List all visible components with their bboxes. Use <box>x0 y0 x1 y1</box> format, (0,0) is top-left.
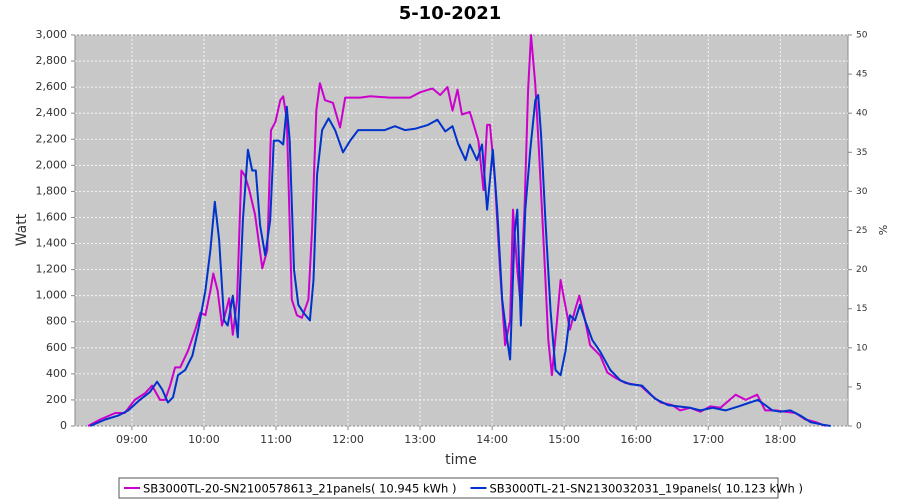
y-axis-label: Watt <box>14 213 30 246</box>
legend <box>118 477 779 499</box>
y2-axis-label: % <box>876 225 889 235</box>
y-tick-label: 200 <box>46 393 67 406</box>
legend-label: SB3000TL-20-SN2100578613_21panels( 10.94… <box>143 482 456 496</box>
y2-tick-label: 25 <box>856 226 867 236</box>
y2-tick-label: 50 <box>856 31 868 41</box>
y-tick-label: 1,400 <box>36 237 68 250</box>
y-tick-label: 1,800 <box>36 184 68 197</box>
chart-title: 5-10-2021 <box>399 3 502 24</box>
y-tick-label: 600 <box>46 341 67 354</box>
y-tick-label: 0 <box>60 419 67 432</box>
y2-tick-label: 0 <box>856 422 862 432</box>
y2-tick-label: 45 <box>856 70 867 80</box>
legend-label: SB3000TL-21-SN2130032031_19panels( 10.12… <box>489 482 802 496</box>
y2-tick-label: 30 <box>856 187 868 197</box>
x-tick-label: 18:00 <box>764 433 796 446</box>
x-tick-label: 12:00 <box>332 433 364 446</box>
y-tick-label: 2,800 <box>36 54 68 67</box>
x-axis-label: time <box>445 452 477 468</box>
x-tick-label: 14:00 <box>476 433 508 446</box>
y2-tick-label: 20 <box>856 265 868 275</box>
y-tick-label: 1,200 <box>36 263 68 276</box>
x-tick-label: 16:00 <box>620 433 652 446</box>
y2-tick-label: 40 <box>856 109 868 119</box>
y-tick-label: 800 <box>46 315 67 328</box>
y-tick-label: 2,600 <box>36 80 68 93</box>
y2-tick-label: 5 <box>856 382 862 392</box>
y-tick-label: 2,000 <box>36 158 68 171</box>
series-line <box>89 94 831 427</box>
y-tick-label: 1,000 <box>36 289 68 302</box>
y-tick-label: 2,200 <box>36 132 68 145</box>
y2-tick-label: 10 <box>856 343 868 353</box>
x-tick-label: 15:00 <box>548 433 580 446</box>
y2-tick-label: 35 <box>856 148 867 158</box>
y-tick-label: 3,000 <box>36 28 68 41</box>
x-tick-label: 09:00 <box>116 433 148 446</box>
y-tick-label: 1,600 <box>36 210 68 223</box>
y-tick-label: 2,400 <box>36 106 68 119</box>
x-tick-label: 17:00 <box>692 433 724 446</box>
y2-tick-label: 15 <box>856 304 867 314</box>
x-tick-label: 11:00 <box>260 433 292 446</box>
y-tick-label: 400 <box>46 367 67 380</box>
plot-area <box>74 34 849 427</box>
x-tick-label: 13:00 <box>404 433 436 446</box>
x-tick-label: 10:00 <box>188 433 220 446</box>
